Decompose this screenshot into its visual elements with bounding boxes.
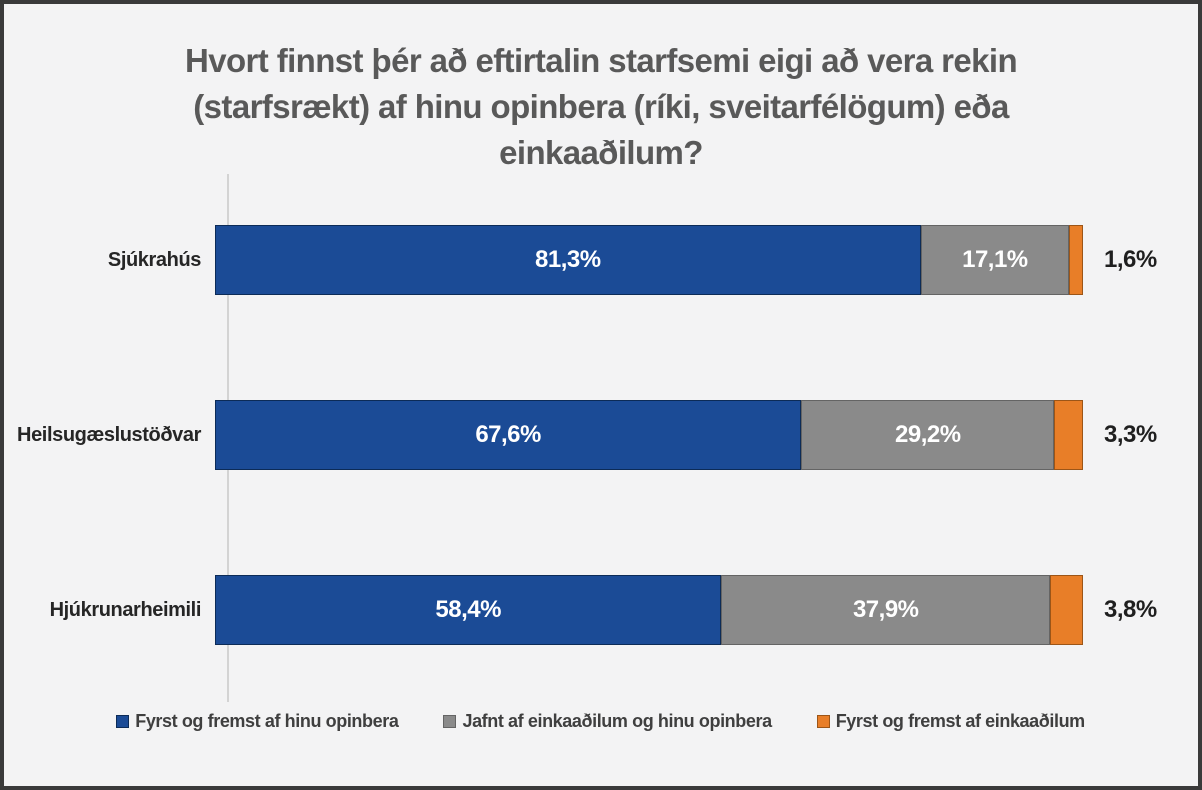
bar-row-heilsugaeslustodvar: Heilsugæslustöðvar 67,6% 29,2% 3,3% bbox=[4, 400, 1157, 470]
data-label-outside: 1,6% bbox=[1104, 246, 1157, 273]
bar-segment-einkaadilar bbox=[1050, 575, 1083, 645]
category-label: Heilsugæslustöðvar bbox=[17, 424, 201, 446]
bar-segment-jafnt: 37,9% bbox=[721, 575, 1051, 645]
bar-segment-opinbera: 81,3% bbox=[215, 225, 921, 295]
legend-swatch-gray-icon bbox=[443, 715, 457, 728]
data-label-outside: 3,8% bbox=[1104, 596, 1157, 623]
bar-segment-opinbera: 67,6% bbox=[215, 400, 802, 470]
bar-row-sjukrahus: Sjúkrahús 81,3% 17,1% 1,6% bbox=[4, 225, 1157, 295]
bar-track: 81,3% 17,1% bbox=[215, 225, 1083, 295]
category-label: Sjúkrahús bbox=[107, 249, 202, 271]
legend-label: Fyrst og fremst af hinu opinbera bbox=[135, 711, 399, 731]
bar-segment-einkaadilar bbox=[1054, 400, 1083, 470]
data-label-outside: 3,3% bbox=[1104, 421, 1157, 448]
bar-segment-jafnt: 17,1% bbox=[920, 225, 1070, 295]
legend-swatch-blue-icon bbox=[116, 715, 130, 728]
bar-row-hjukrunarheimili: Hjúkrunarheimili 58,4% 37,9% 3,8% bbox=[4, 575, 1157, 645]
data-label: 58,4% bbox=[435, 596, 501, 623]
legend-item-einkaadilar: Fyrst og fremst af einkaaðilum bbox=[816, 711, 1085, 732]
legend-swatch-orange-icon bbox=[816, 715, 830, 728]
chart-title: Hvort finnst þér að eftirtalin starfsemi… bbox=[184, 42, 1018, 172]
legend-label: Jafnt af einkaaðilum og hinu opinbera bbox=[462, 711, 772, 731]
bar-track: 58,4% 37,9% bbox=[215, 575, 1083, 645]
data-label: 81,3% bbox=[535, 246, 601, 273]
data-label: 37,9% bbox=[852, 596, 919, 623]
bar-segment-einkaadilar bbox=[1069, 225, 1083, 295]
legend-label: Fyrst og fremst af einkaaðilum bbox=[835, 711, 1085, 731]
data-label: 67,6% bbox=[475, 421, 541, 448]
legend-item-opinbera: Fyrst og fremst af hinu opinbera bbox=[116, 711, 399, 732]
bar-segment-opinbera: 58,4% bbox=[215, 575, 722, 645]
category-label: Hjúkrunarheimili bbox=[49, 599, 202, 621]
legend: Fyrst og fremst af hinu opinbera Jafnt a… bbox=[4, 711, 1198, 732]
data-label: 17,1% bbox=[962, 246, 1028, 273]
bar-segment-jafnt: 29,2% bbox=[801, 400, 1055, 470]
data-label: 29,2% bbox=[895, 421, 961, 448]
bar-track: 67,6% 29,2% bbox=[215, 400, 1083, 470]
legend-item-jafnt: Jafnt af einkaaðilum og hinu opinbera bbox=[443, 711, 772, 732]
